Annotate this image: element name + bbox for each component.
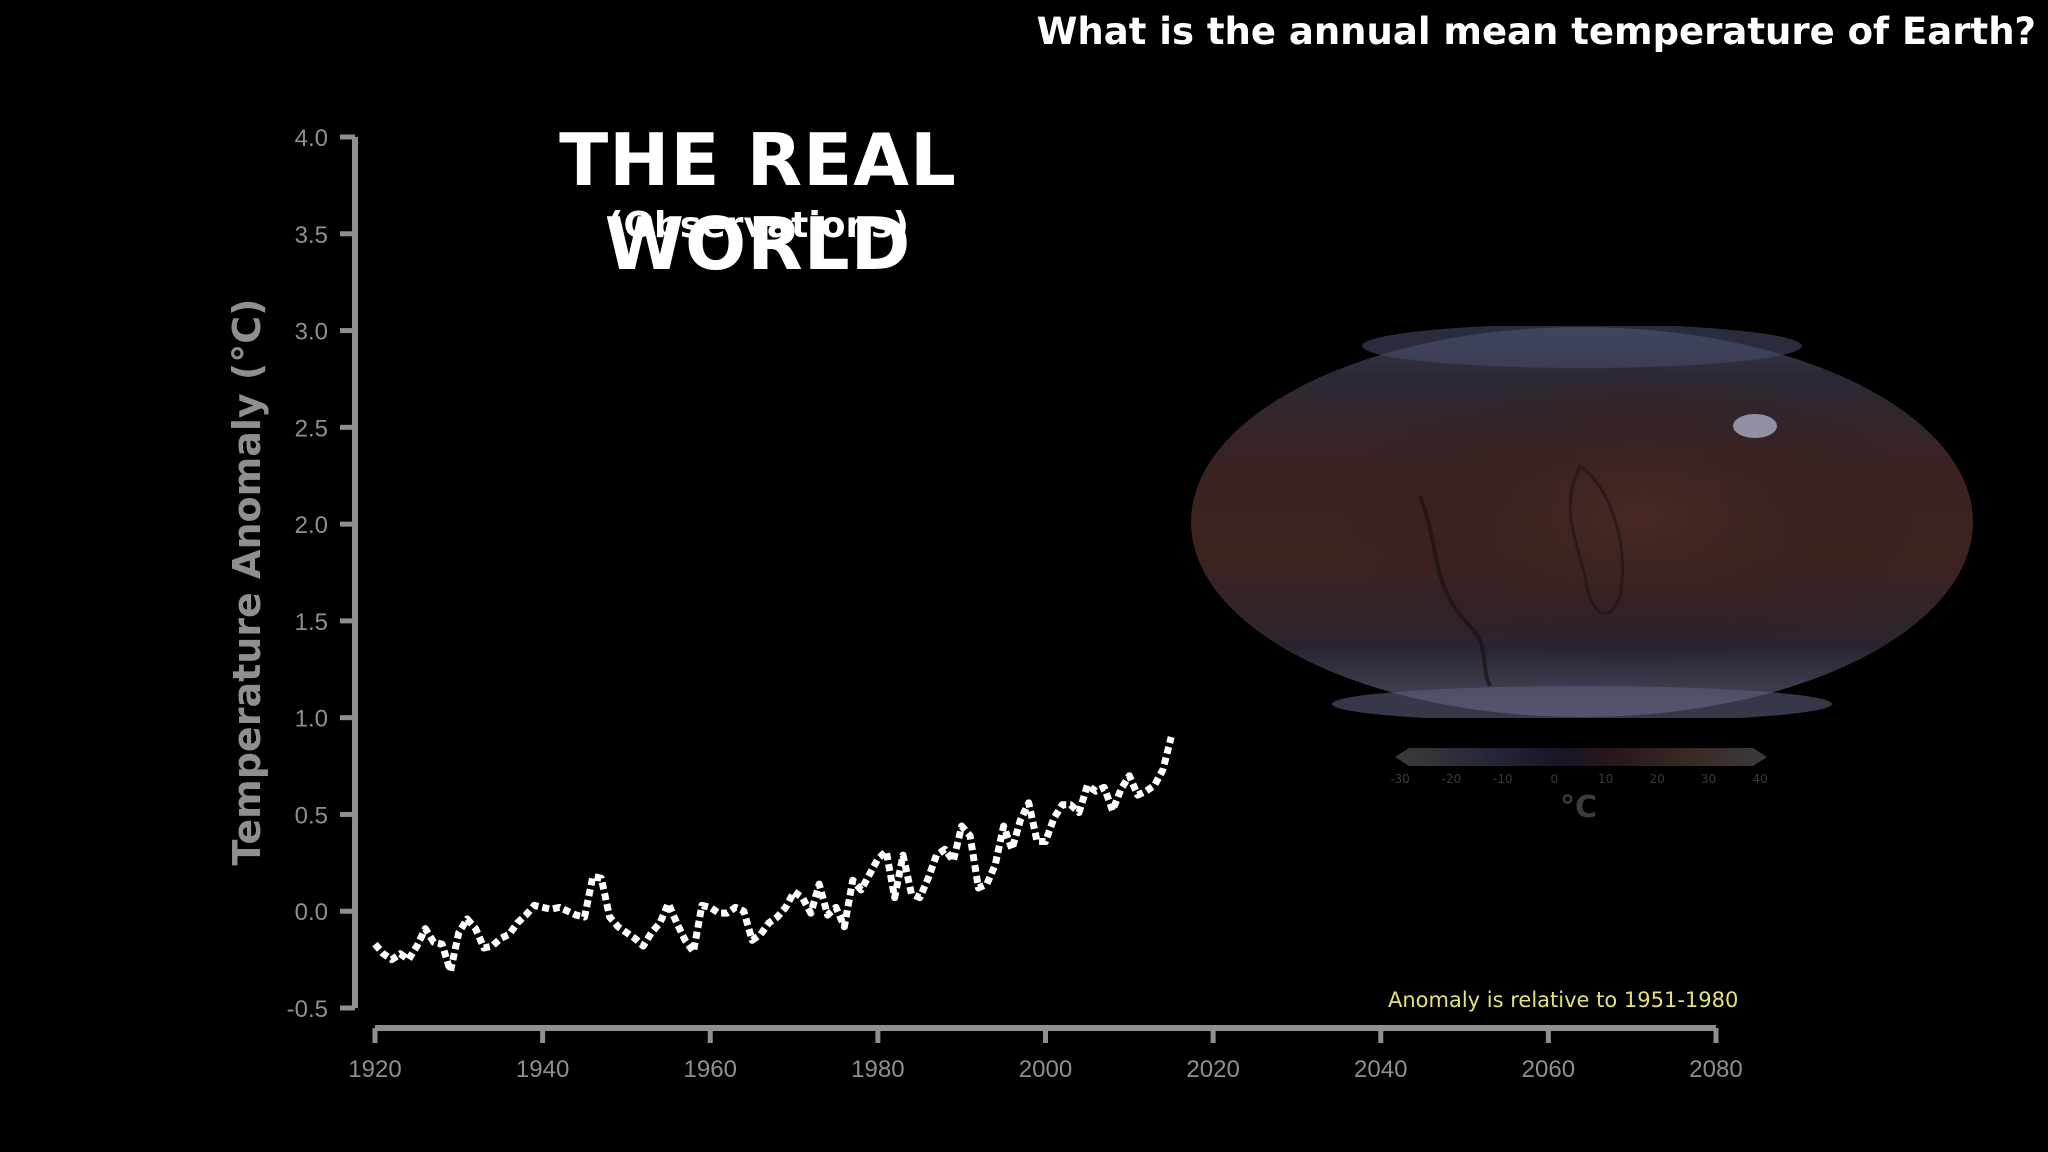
colorbar-tick-label: 20 [1649, 772, 1665, 786]
y-tick-label: 3.5 [295, 222, 328, 249]
map-coast-americas [1418, 495, 1492, 687]
x-tick-label: 2080 [1689, 1056, 1742, 1083]
colorbar-tick-label: -30 [1390, 772, 1410, 786]
y-tick-label: 1.5 [295, 609, 328, 636]
anomaly-note: Anomaly is relative to 1951-1980 [1388, 988, 1739, 1012]
x-tick-label: 2000 [1019, 1056, 1072, 1083]
map-coast-africa [1568, 464, 1625, 615]
y-tick-label: 4.0 [295, 125, 328, 152]
y-tick-label: 2.5 [295, 415, 328, 442]
x-tick-label: 1980 [851, 1056, 904, 1083]
colorbar-tick-label: 10 [1598, 772, 1614, 786]
y-axis-label: Temperature Anomaly (°C) [225, 298, 269, 866]
y-tick-label: 1.0 [295, 706, 328, 733]
map-land-shade [1310, 366, 1910, 666]
x-tick-label: 1960 [684, 1056, 737, 1083]
x-tick-label: 2060 [1522, 1056, 1575, 1083]
colorbar-tick-label: 0 [1550, 772, 1559, 786]
colorbar-tick-label: 30 [1700, 772, 1717, 786]
x-ticks: 1920 1940 1960 1980 2000 2020 2040 2060 2080 [348, 1028, 1743, 1083]
question-heading: What is the annual mean temperature of E… [1036, 10, 2036, 53]
map-arctic [1362, 324, 1802, 368]
colorbar-tick-label: 40 [1752, 772, 1768, 786]
world-temperature-map [1190, 324, 1974, 722]
x-tick-label: 2020 [1186, 1056, 1239, 1083]
x-tick-label: 1940 [516, 1056, 569, 1083]
colorbar [1395, 746, 1767, 768]
map-greenland-ice [1733, 414, 1777, 438]
colorbar-ticks: -30 -20 -10 0 10 20 30 40 [1390, 772, 1767, 790]
y-tick-label: 0.5 [295, 802, 328, 829]
x-tick-label: 1920 [348, 1056, 401, 1083]
series-line [372, 736, 1175, 975]
y-tick-label: 3.0 [295, 319, 328, 346]
x-tick-label: 2040 [1354, 1056, 1407, 1083]
colorbar-tick-label: -10 [1493, 772, 1513, 786]
chart-title: THE REAL WORLD [559, 118, 957, 286]
colorbar-tick-label: -20 [1441, 772, 1462, 786]
series-group [372, 736, 1175, 975]
y-tick-label: 2.0 [295, 512, 328, 539]
y-ticks: 4.0 3.5 3.0 2.5 2.0 1.5 1.0 0.5 0.0 -0.5 [287, 125, 355, 1023]
y-tick-label: 0.0 [295, 899, 328, 926]
chart-subtitle: (Observations) [607, 205, 909, 246]
y-tick-label: -0.5 [287, 996, 328, 1023]
map-antarctic [1332, 686, 1832, 722]
colorbar-unit: °C [1560, 790, 1598, 825]
